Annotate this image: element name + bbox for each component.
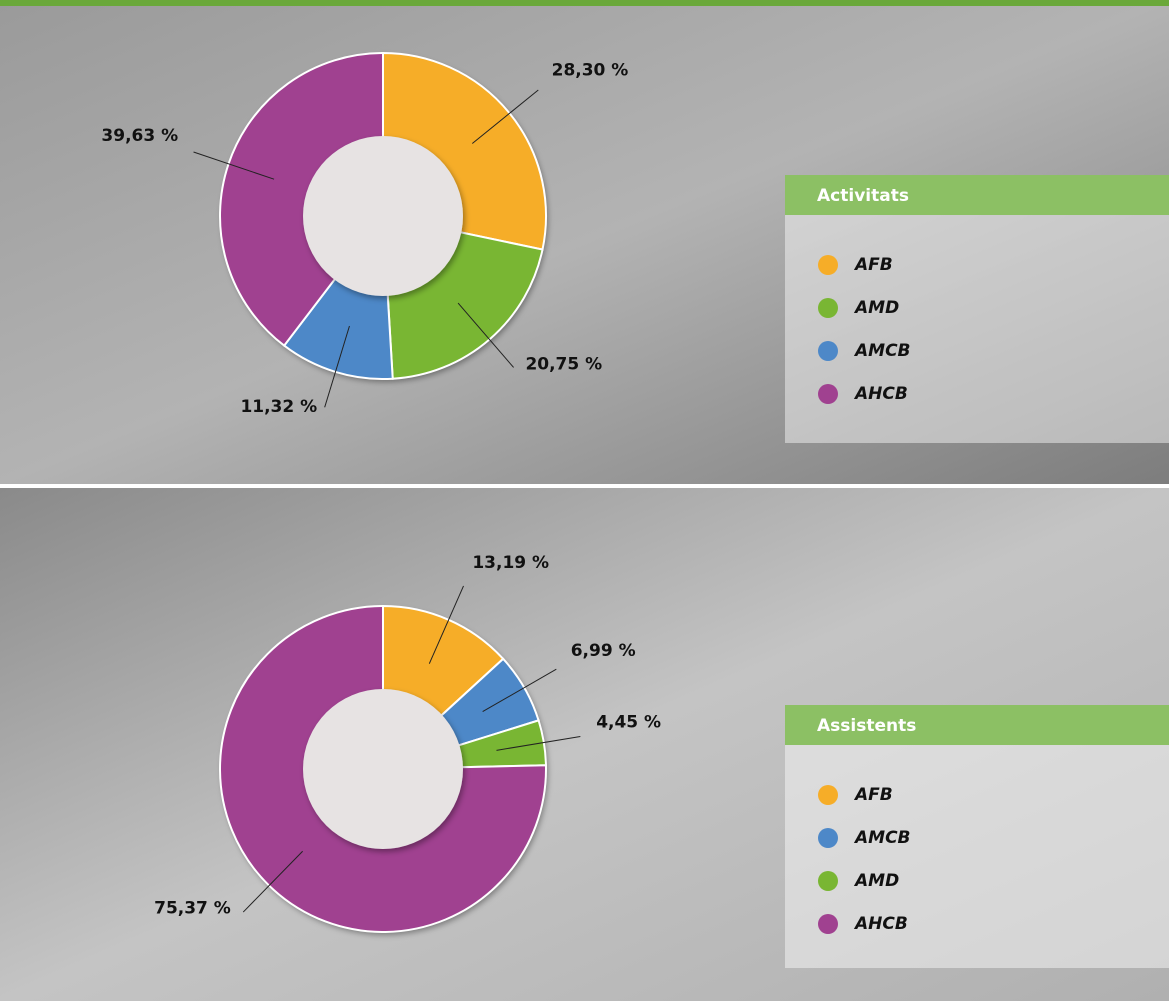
- value-label: 13,19 %: [472, 553, 549, 573]
- legend-dot: [818, 298, 838, 318]
- legend-dot: [818, 384, 838, 404]
- value-label: 4,45 %: [596, 713, 661, 733]
- top-bar: [0, 0, 1169, 6]
- legend-title: Activitats: [817, 186, 909, 206]
- infographic: 28,30 % 20,75 % 11,32 % 39,63 % Activitats AF…: [0, 0, 1169, 1001]
- legend-dot: [818, 341, 838, 361]
- legend-label: AFB: [853, 785, 893, 805]
- legend-label: AMCB: [853, 828, 911, 848]
- value-label: 20,75 %: [525, 355, 602, 375]
- legend-dot: [818, 785, 838, 805]
- value-label: 75,37 %: [154, 899, 231, 919]
- legend-label: AHCB: [853, 914, 908, 934]
- legend-dot: [818, 255, 838, 275]
- legend-label: AMCB: [853, 341, 911, 361]
- legend-body: [785, 175, 1169, 443]
- value-label: 11,32 %: [240, 397, 317, 417]
- value-label: 39,63 %: [101, 126, 178, 146]
- legend-label: AHCB: [853, 384, 908, 404]
- legend-dot: [818, 914, 838, 934]
- legend-label: AMD: [853, 871, 899, 891]
- value-label: 28,30 %: [552, 60, 629, 80]
- donut-hole: [303, 136, 463, 296]
- legend-title: Assistents: [817, 716, 916, 736]
- legend-dot: [818, 871, 838, 891]
- legend-dot: [818, 828, 838, 848]
- separator: [0, 484, 1169, 488]
- legend-label: AFB: [853, 255, 893, 275]
- value-label: 6,99 %: [571, 641, 636, 661]
- donut-hole: [303, 689, 463, 849]
- page: 28,30 % 20,75 % 11,32 % 39,63 % Activitats AF…: [0, 0, 1169, 1001]
- legend-label: AMD: [853, 298, 899, 318]
